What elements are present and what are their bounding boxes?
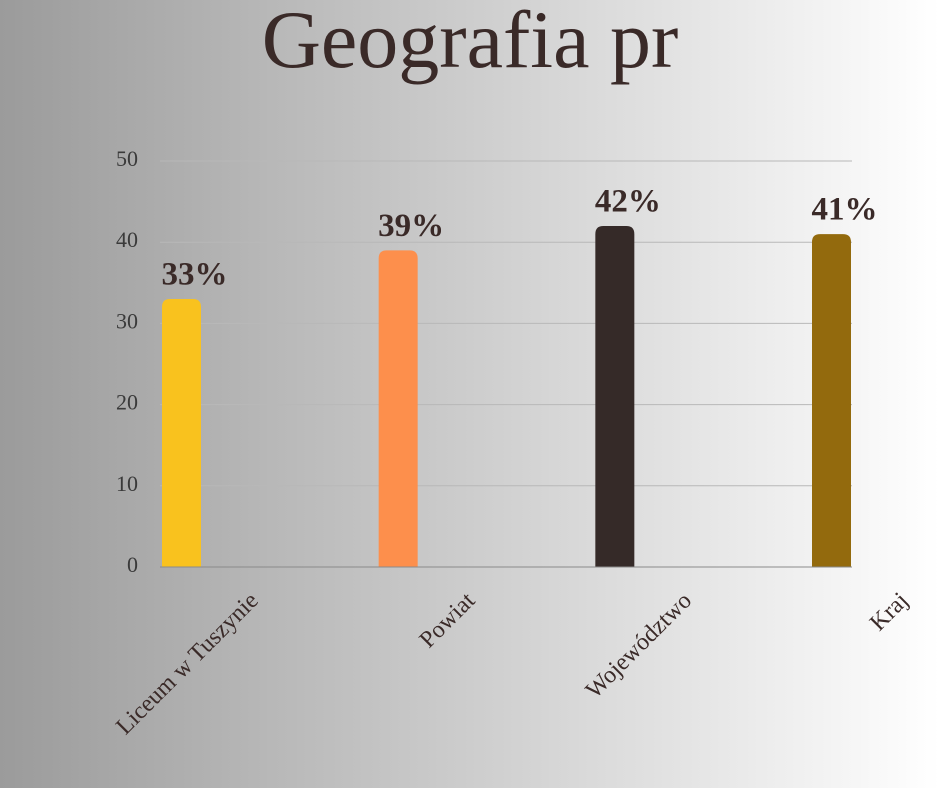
bar	[378, 250, 418, 567]
value-label: 41%	[812, 192, 878, 228]
bar	[162, 299, 201, 567]
y-tick-label: 0	[127, 552, 138, 577]
y-tick-label: 50	[116, 146, 138, 171]
y-tick-label: 20	[116, 390, 138, 415]
bar	[812, 234, 851, 567]
y-tick-label: 10	[116, 471, 138, 496]
value-label: 33%	[162, 257, 228, 293]
bar	[595, 225, 635, 567]
y-tick-label: 30	[116, 308, 138, 333]
value-label: 42%	[595, 184, 661, 220]
chart-title: Geografia pr	[262, 0, 679, 85]
y-tick-label: 40	[116, 227, 138, 252]
value-label: 39%	[378, 208, 444, 244]
